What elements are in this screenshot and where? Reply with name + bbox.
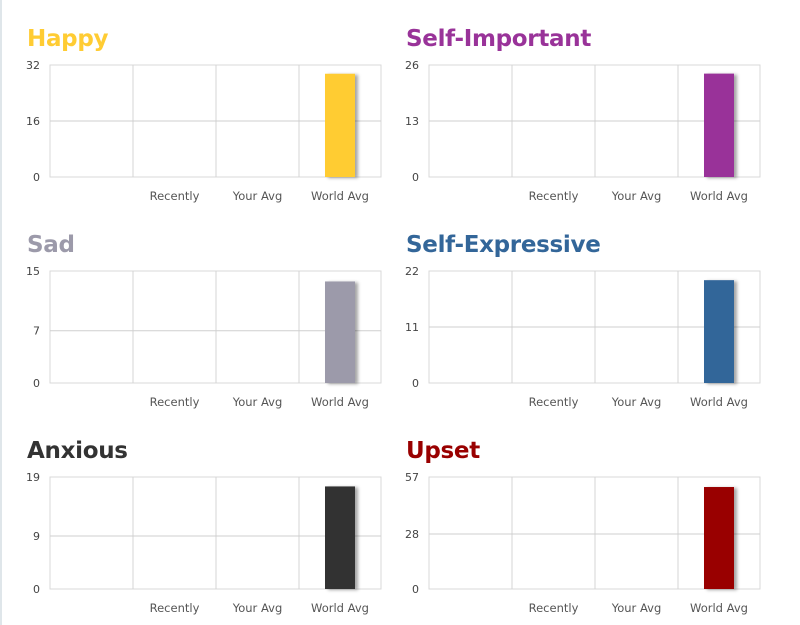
x-tick-label: World Avg bbox=[311, 189, 369, 203]
y-tick-label: 22 bbox=[405, 265, 419, 278]
bar bbox=[325, 486, 355, 589]
y-tick-label: 0 bbox=[412, 377, 419, 390]
chart-title: Self-Expressive bbox=[406, 232, 601, 258]
bar bbox=[704, 280, 734, 383]
y-tick-label: 0 bbox=[33, 583, 40, 596]
bar-chart: 0 11 22 Recently Your Avg World Avg bbox=[405, 265, 761, 409]
chart-panel-anxious: Anxious 0 9 19 Recently Your Avg World Avg bbox=[0, 412, 382, 615]
y-tick-label: 0 bbox=[33, 377, 40, 390]
x-tick-label: Your Avg bbox=[611, 189, 662, 203]
x-tick-label: World Avg bbox=[690, 189, 748, 203]
x-tick-label: World Avg bbox=[690, 601, 748, 615]
y-tick-label: 7 bbox=[33, 325, 40, 338]
bar-chart: 0 7 15 Recently Your Avg World Avg bbox=[26, 265, 382, 409]
y-tick-label: 16 bbox=[26, 115, 40, 128]
x-tick-label: Your Avg bbox=[232, 601, 283, 615]
page-left-border bbox=[0, 0, 2, 625]
bar-chart: 0 16 32 Recently Your Avg World Avg bbox=[26, 59, 382, 203]
x-tick-label: Recently bbox=[150, 189, 200, 203]
y-tick-label: 0 bbox=[412, 583, 419, 596]
chart-title: Happy bbox=[27, 26, 109, 52]
bar bbox=[704, 73, 734, 177]
y-tick-label: 9 bbox=[33, 530, 40, 543]
x-tick-label: Recently bbox=[529, 601, 579, 615]
bar bbox=[325, 281, 355, 383]
bar-chart: 0 13 26 Recently Your Avg World Avg bbox=[405, 59, 761, 203]
chart-title: Upset bbox=[406, 438, 480, 464]
y-tick-label: 15 bbox=[26, 265, 40, 278]
chart-panel-sad: Sad 0 7 15 Recently Your Avg World Avg bbox=[0, 206, 382, 409]
x-tick-label: Your Avg bbox=[611, 601, 662, 615]
x-tick-label: Your Avg bbox=[232, 189, 283, 203]
y-tick-label: 28 bbox=[405, 528, 419, 541]
x-tick-label: Recently bbox=[529, 189, 579, 203]
x-tick-label: Recently bbox=[150, 601, 200, 615]
y-tick-label: 0 bbox=[33, 171, 40, 184]
chart-panel-happy: Happy 0 16 32 Recently Your Avg World Avg bbox=[0, 0, 382, 203]
bar bbox=[325, 73, 355, 177]
y-tick-label: 57 bbox=[405, 471, 419, 484]
chart-panel-upset: Upset 0 28 57 Recently Your Avg World Avg bbox=[379, 412, 761, 615]
x-tick-label: World Avg bbox=[311, 395, 369, 409]
y-tick-label: 11 bbox=[405, 321, 419, 334]
chart-title: Self-Important bbox=[406, 26, 592, 52]
x-tick-label: Your Avg bbox=[232, 395, 283, 409]
chart-title: Anxious bbox=[27, 438, 128, 464]
bar-chart: 0 9 19 Recently Your Avg World Avg bbox=[26, 471, 382, 615]
bar-chart: 0 28 57 Recently Your Avg World Avg bbox=[405, 471, 761, 615]
x-tick-label: Recently bbox=[529, 395, 579, 409]
chart-panel-self-important: Self-Important 0 13 26 Recently Your Avg Worl… bbox=[379, 0, 761, 203]
y-tick-label: 32 bbox=[26, 59, 40, 72]
x-tick-label: Recently bbox=[150, 395, 200, 409]
bar bbox=[704, 487, 734, 589]
y-tick-label: 0 bbox=[412, 171, 419, 184]
y-tick-label: 26 bbox=[405, 59, 419, 72]
chart-panel-self-expressive: Self-Expressive 0 11 22 Recently Your Avg Wor… bbox=[379, 206, 761, 409]
chart-title: Sad bbox=[27, 232, 75, 258]
x-tick-label: World Avg bbox=[690, 395, 748, 409]
x-tick-label: Your Avg bbox=[611, 395, 662, 409]
y-tick-label: 13 bbox=[405, 115, 419, 128]
y-tick-label: 19 bbox=[26, 471, 40, 484]
x-tick-label: World Avg bbox=[311, 601, 369, 615]
